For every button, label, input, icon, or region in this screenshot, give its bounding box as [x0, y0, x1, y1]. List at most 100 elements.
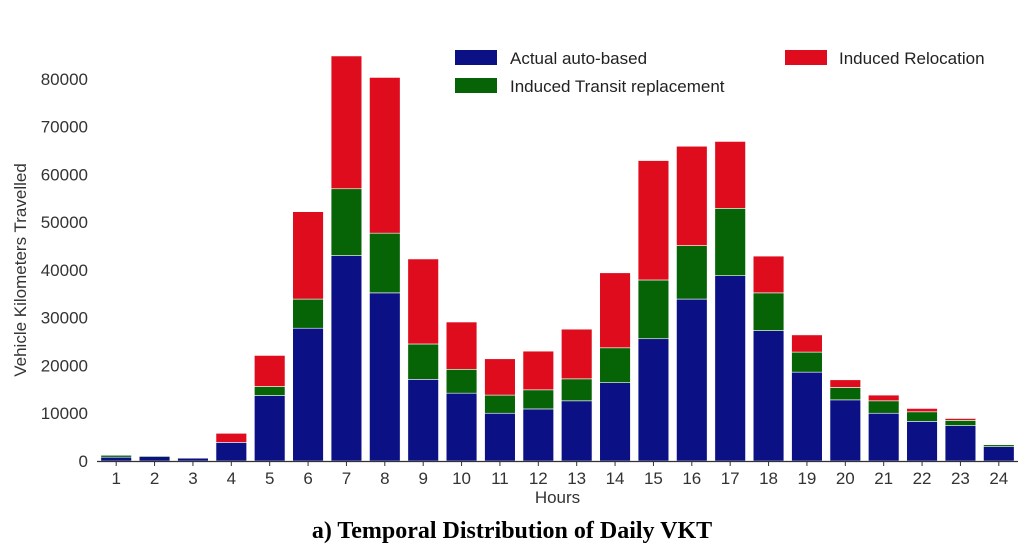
x-tick-label: 17	[721, 469, 740, 488]
bar-induced-relocation-hour-11	[484, 358, 516, 396]
bar-actual-auto-based-hour-21	[868, 412, 900, 462]
bar-actual-auto-based-hour-1	[100, 456, 132, 462]
bar-actual-auto-based-hour-6	[292, 327, 324, 462]
bar-induced-relocation-hour-14	[599, 272, 631, 349]
stacked-bar-chart: 0 10000 20000 30000 40000 50000 60000 70000 8000…	[11, 49, 1018, 507]
x-tick-label: 21	[874, 469, 893, 488]
x-tick-label: 5	[265, 469, 274, 488]
x-tick-label: 22	[913, 469, 932, 488]
bar-actual-auto-based-hour-13	[561, 400, 593, 462]
x-tick-label: 20	[836, 469, 855, 488]
bar-induced-transit-replacement-hour-5	[254, 386, 286, 396]
bar-induced-relocation-hour-8	[369, 77, 401, 234]
bar-induced-transit-replacement-hour-22	[906, 411, 938, 422]
bar-actual-auto-based-hour-4	[215, 442, 247, 462]
x-tick-label: 16	[682, 469, 701, 488]
bar-induced-relocation-hour-9	[407, 258, 439, 345]
legend-label-induced-relocation: Induced Relocation	[839, 49, 985, 68]
bar-induced-transit-replacement-hour-13	[561, 378, 593, 402]
bar-induced-relocation-hour-22	[906, 408, 938, 413]
bar-actual-auto-based-hour-15	[637, 338, 670, 462]
x-tick-label: 24	[989, 469, 1008, 488]
bar-induced-transit-replacement-hour-6	[292, 298, 324, 329]
legend-label-induced-transit-replacement: Induced Transit replacement	[510, 77, 725, 96]
x-tick-label: 10	[452, 469, 471, 488]
bar-actual-auto-based-hour-16	[676, 298, 708, 462]
bar-induced-relocation-hour-20	[829, 379, 861, 388]
figure-caption: a) Temporal Distribution of Daily VKT	[311, 518, 713, 544]
bar-actual-auto-based-hour-18	[752, 330, 785, 462]
bar-induced-relocation-hour-15	[637, 160, 670, 281]
bar-actual-auto-based-hour-23	[944, 425, 977, 462]
x-tick-label: 3	[188, 469, 197, 488]
bar-induced-relocation-hour-10	[445, 321, 478, 370]
bar-actual-auto-based-hour-12	[522, 408, 554, 462]
bar-induced-relocation-hour-4	[215, 432, 247, 443]
x-tick-label: 9	[418, 469, 427, 488]
bar-induced-relocation-hour-12	[522, 350, 554, 391]
x-tick-label: 18	[759, 469, 778, 488]
bar-induced-relocation-hour-21	[868, 394, 900, 402]
bar-induced-transit-replacement-hour-10	[445, 368, 478, 394]
bar-induced-transit-replacement-hour-14	[599, 347, 631, 383]
bar-induced-transit-replacement-hour-9	[407, 343, 439, 380]
legend-swatch-actual-auto-based	[455, 50, 497, 65]
x-tick-label: 4	[227, 469, 236, 488]
bar-induced-transit-replacement-hour-8	[369, 232, 401, 294]
bar-induced-transit-replacement-hour-1	[100, 454, 132, 458]
y-tick-label: 20000	[41, 356, 88, 375]
bar-induced-relocation-hour-5	[254, 355, 286, 387]
x-axis-ticks: 1 2 3 4 5 6 7 8 9 10 11 12 13 14 15 16 17 18 19 20 21 22 23 24	[111, 461, 1008, 488]
x-tick-label: 6	[303, 469, 312, 488]
x-tick-label: 11	[491, 469, 509, 488]
x-tick-label: 7	[342, 469, 351, 488]
y-tick-label: 60000	[41, 165, 88, 184]
y-tick-label: 40000	[41, 261, 88, 280]
bar-actual-auto-based-hour-7	[330, 255, 363, 462]
bar-induced-transit-replacement-hour-23	[944, 420, 977, 426]
bar-induced-transit-replacement-hour-20	[829, 387, 861, 401]
x-tick-label: 13	[567, 469, 586, 488]
bar-induced-relocation-hour-17	[714, 141, 746, 209]
y-tick-label: 70000	[41, 118, 88, 137]
x-tick-label: 8	[380, 469, 389, 488]
bar-actual-auto-based-hour-2	[138, 456, 171, 462]
bar-induced-transit-replacement-hour-18	[752, 292, 785, 331]
bar-induced-relocation-hour-16	[676, 145, 708, 246]
bar-induced-transit-replacement-hour-7	[330, 188, 363, 256]
legend-swatch-induced-relocation	[785, 50, 827, 65]
legend-swatch-induced-transit-replacement	[455, 78, 497, 93]
bar-induced-transit-replacement-hour-2	[138, 455, 171, 458]
x-tick-label: 2	[150, 469, 159, 488]
x-tick-label: 19	[797, 469, 816, 488]
y-tick-label: 50000	[41, 213, 88, 232]
y-tick-label: 10000	[41, 404, 88, 423]
bar-actual-auto-based-hour-3	[177, 457, 209, 462]
x-tick-label: 23	[951, 469, 970, 488]
x-axis-title: Hours	[535, 488, 580, 507]
bar-induced-transit-replacement-hour-17	[714, 208, 746, 276]
bar-induced-relocation-hour-13	[561, 328, 593, 380]
bar-induced-transit-replacement-hour-15	[637, 279, 670, 340]
bar-actual-auto-based-hour-8	[369, 292, 401, 462]
bar-induced-transit-replacement-hour-19	[791, 351, 823, 373]
x-tick-label: 15	[644, 469, 663, 488]
bar-induced-relocation-hour-6	[292, 211, 324, 300]
bar-actual-auto-based-hour-10	[445, 392, 478, 462]
bar-induced-relocation-hour-19	[791, 334, 823, 353]
y-axis-ticks: 0 10000 20000 30000 40000 50000 60000 70000 8000…	[41, 70, 88, 471]
bar-induced-transit-replacement-hour-16	[676, 245, 708, 300]
bar-actual-auto-based-hour-5	[254, 395, 286, 462]
bar-actual-auto-based-hour-9	[407, 379, 439, 462]
y-tick-label: 80000	[41, 70, 88, 89]
x-tick-label: 14	[606, 469, 625, 488]
bar-actual-auto-based-hour-14	[599, 382, 631, 462]
bar-induced-transit-replacement-hour-24	[983, 444, 1015, 447]
y-tick-label: 0	[79, 452, 88, 471]
bar-actual-auto-based-hour-11	[484, 412, 516, 462]
bar-induced-relocation-hour-23	[944, 418, 977, 421]
bar-induced-transit-replacement-hour-21	[868, 400, 900, 414]
legend-label-actual-auto-based: Actual auto-based	[510, 49, 647, 68]
bar-induced-relocation-hour-18	[752, 255, 785, 294]
bar-actual-auto-based-hour-17	[714, 275, 746, 462]
